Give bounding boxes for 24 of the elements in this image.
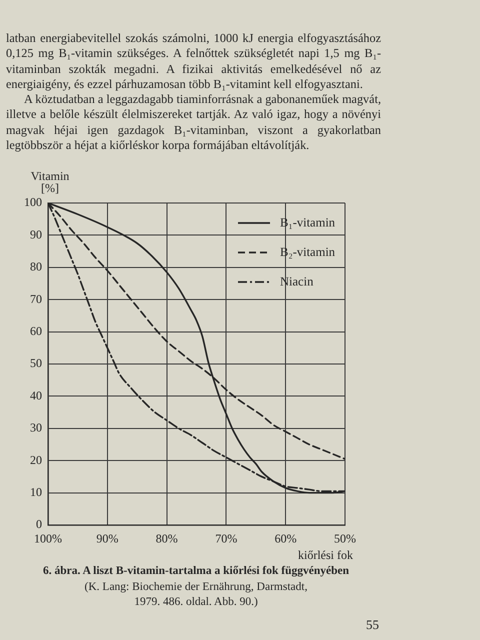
x-tick-label: 60%: [274, 531, 297, 546]
text: latban energiabevitellel szokás számolni, 1000 kJ energia elfogyasztásához 0,125 mg B₁-vitamin szükséges. A felnőttek szükségletét napi 1,5 mg B₁-vitaminban szokták megadni. A fizikai aktivitás emelkedésével nő az energiaigény, és ezzel párhuzamosan több B₁-vitamint kell elfogyasztani.: [6, 31, 381, 92]
y-axis-title: Vitamin [%]: [30, 169, 70, 195]
x-tick-label: 50%: [334, 531, 356, 546]
x-tick-label: 90%: [96, 531, 118, 546]
y-tick-label: 40: [30, 388, 42, 402]
y-tick-label: 80: [30, 260, 42, 274]
y-tick-label: 50: [30, 356, 42, 370]
y-tick-label: 0: [36, 517, 42, 532]
x-tick-label: 80%: [156, 531, 178, 546]
x-tick-label: 100%: [34, 531, 62, 546]
x-axis-title: kiőrlési fok: [298, 548, 353, 562]
x-tick-label: 70%: [215, 531, 238, 546]
y-tick-label: 20: [30, 452, 42, 467]
text: (K. Lang: Biochemie der Ernährung, Darmstadt, 1979. 486. oldal. Abb. 90.): [84, 580, 308, 610]
y-tick-label: 10: [30, 484, 42, 499]
y-tick-label: 30: [30, 420, 42, 435]
y-tick-label: 100: [24, 195, 42, 210]
y-tick-label: 70: [30, 292, 42, 306]
y-tick-label: 60: [30, 324, 42, 338]
text: 6. ábra. A liszt B-vitamin-tartalma a kiőrlési fok függvényében: [42, 564, 350, 579]
text: 55: [366, 617, 379, 633]
text: A köztudatban a leggazdagabb tiaminforrásnak a gabonaneműek magvát, illetve a belőle készült élelmiszereket tartják. Az való igaz, hogy a növényi magvak héjai igen gazdagok B₁-vitaminban, viszont a gyakorlatban legtöbbször a héjat a kiőrléskor korpa formájában eltávolítják.: [6, 92, 381, 154]
y-tick-label: 90: [30, 227, 42, 242]
